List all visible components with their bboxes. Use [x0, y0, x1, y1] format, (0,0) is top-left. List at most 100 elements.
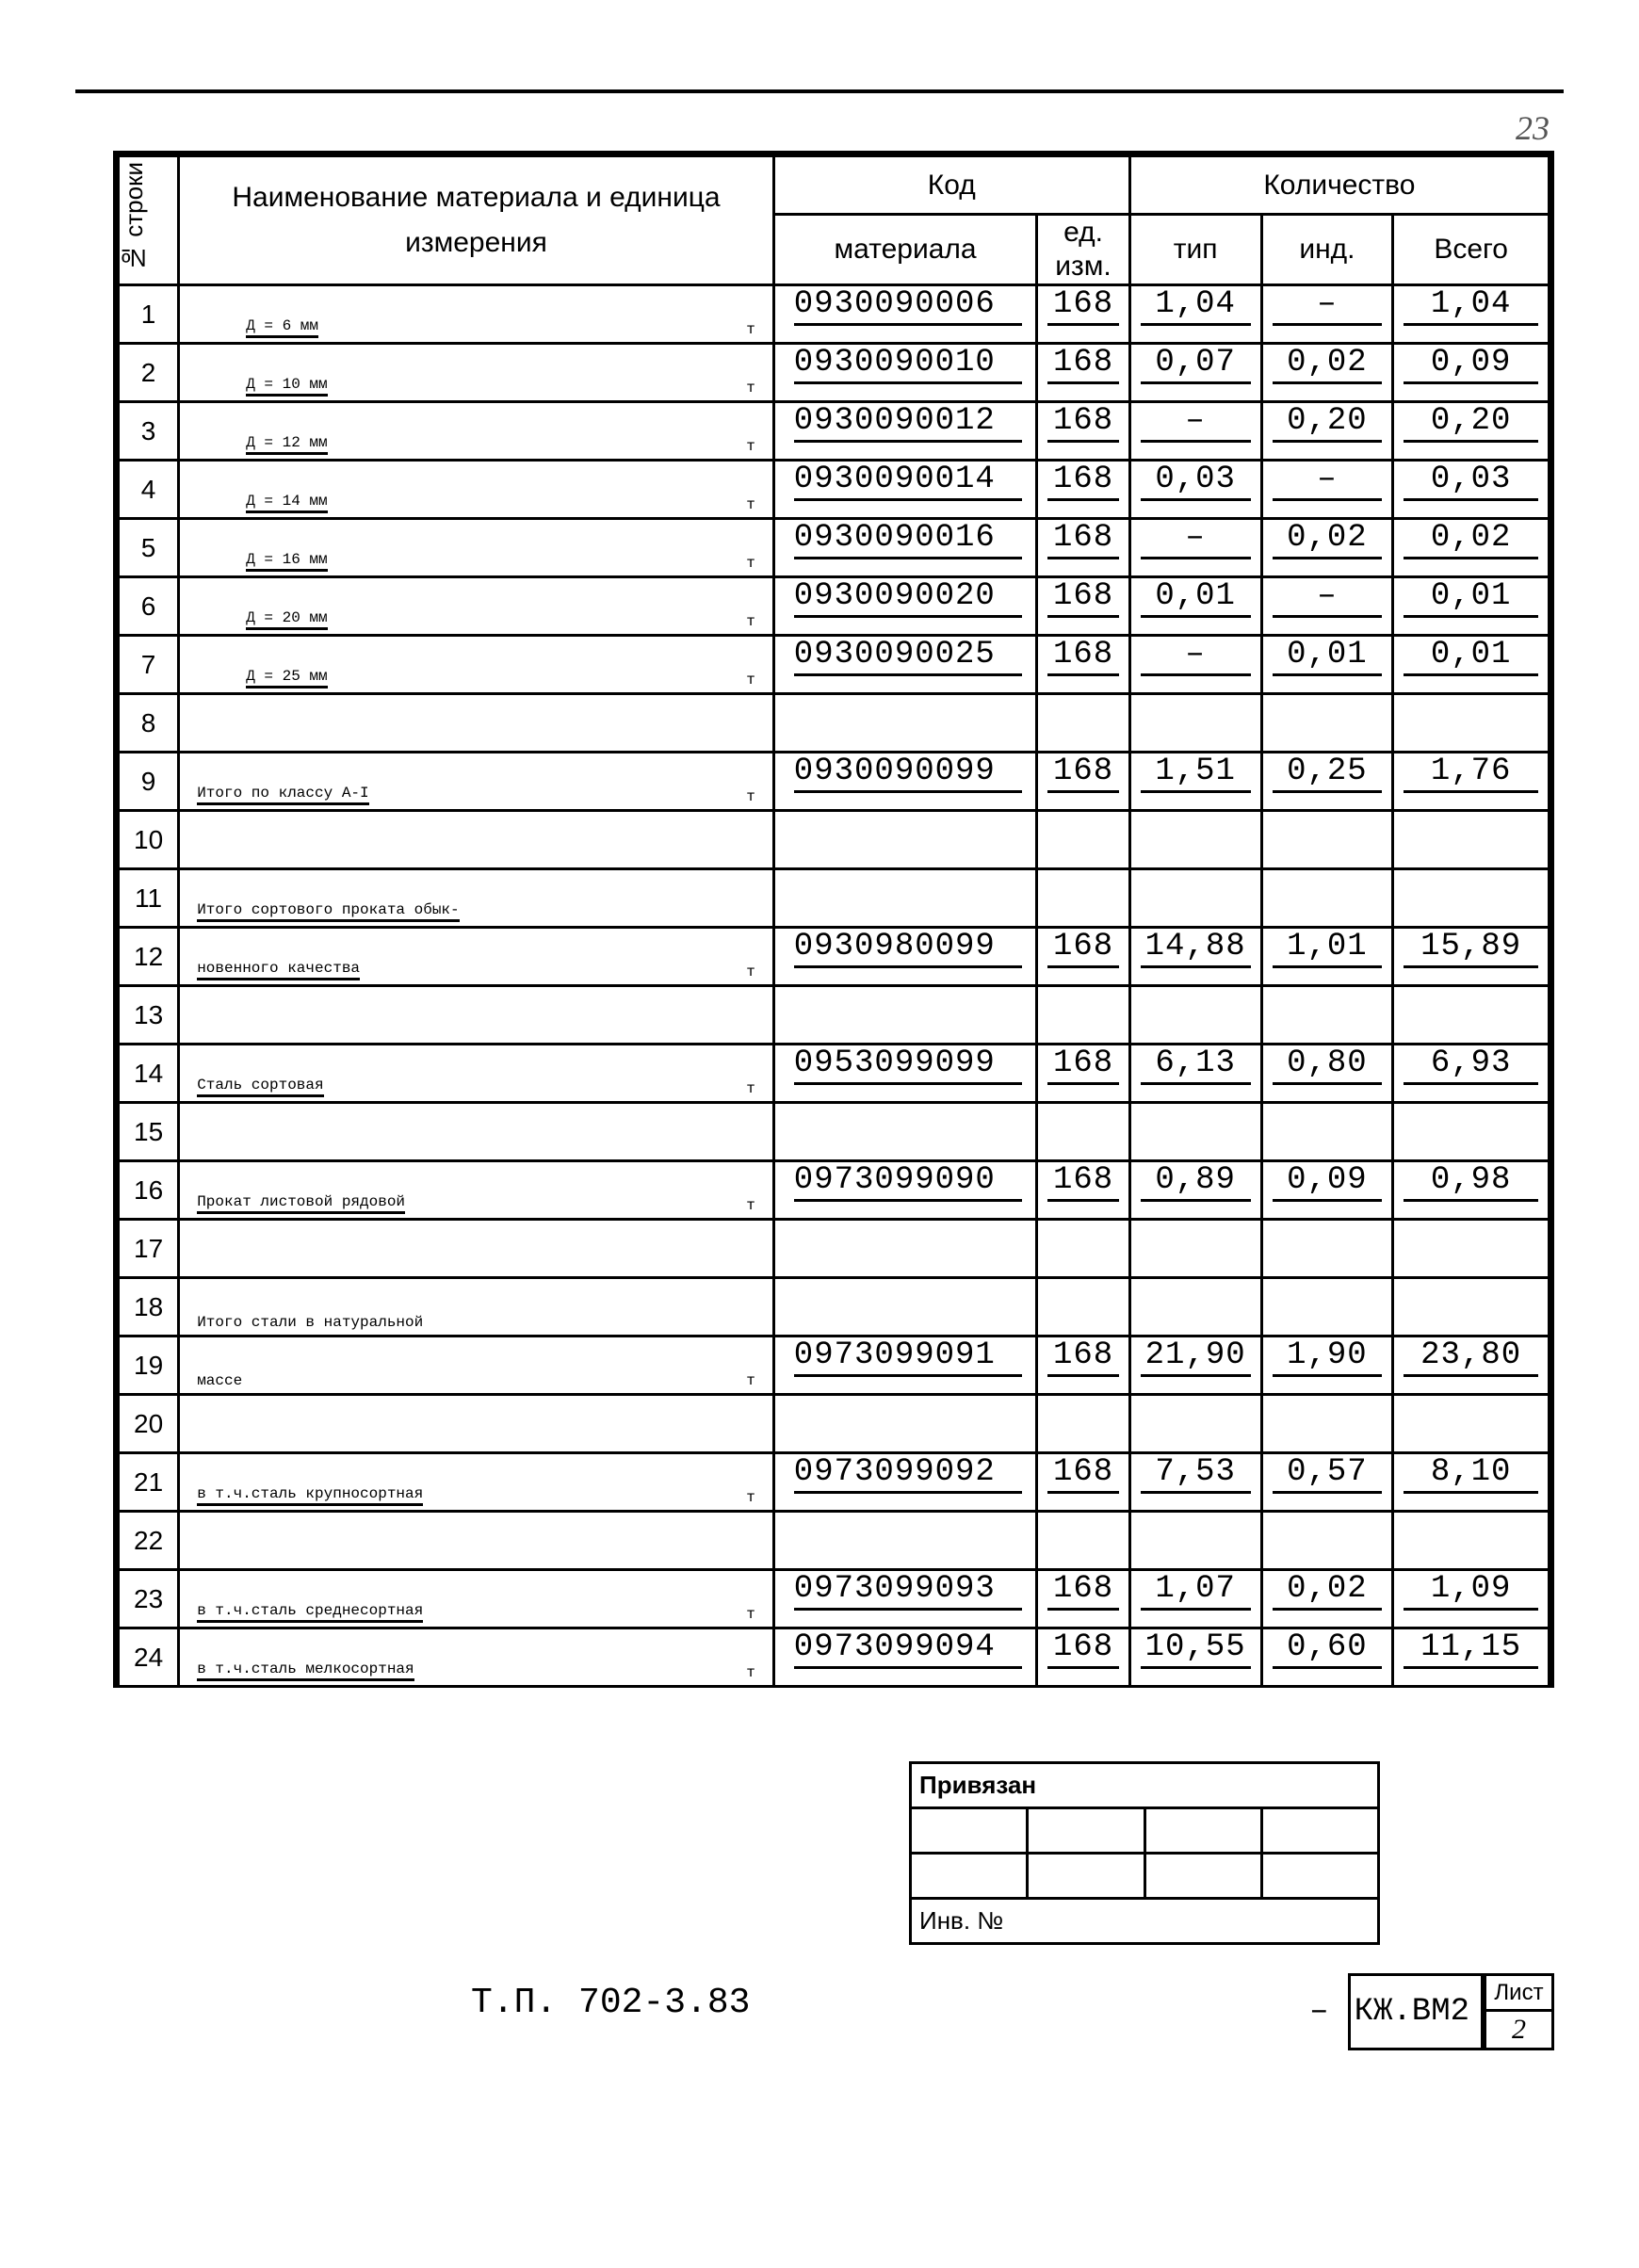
material-name: Итого сортового проката обык- [179, 869, 774, 928]
cell-ind: 0,25 [1261, 753, 1393, 811]
material-name: в т.ч.сталь крупносортнаят [179, 1453, 774, 1512]
row-number: 18 [119, 1278, 179, 1336]
cell-tot [1393, 1395, 1550, 1453]
col-rownum: № строки [119, 156, 179, 285]
cell-tip [1129, 1395, 1261, 1453]
cell-code [773, 1395, 1037, 1453]
cell-ind: 0,02 [1261, 344, 1393, 402]
table-row: 16Прокат листовой рядовойт09730990901680… [119, 1161, 1550, 1220]
row-number: 6 [119, 577, 179, 636]
table-row: 1Д = 6 ммт09300900061681,04–1,04 [119, 285, 1550, 344]
cell-ed [1037, 811, 1129, 869]
row-number: 13 [119, 986, 179, 1045]
cell-ind: 0,60 [1261, 1628, 1393, 1687]
row-number: 4 [119, 461, 179, 519]
cell-tip: 0,07 [1129, 344, 1261, 402]
cell-tot: 0,02 [1393, 519, 1550, 577]
cell-tip: 0,01 [1129, 577, 1261, 636]
cell-code: 0930090020 [773, 577, 1037, 636]
cell-code: 0930980099 [773, 928, 1037, 986]
table-row: 10 [119, 811, 1550, 869]
col-unit: ед. изм. [1037, 215, 1129, 285]
cell-tip [1129, 694, 1261, 753]
table-row: 4Д = 14 ммт09300900141680,03–0,03 [119, 461, 1550, 519]
cell-tip: – [1129, 636, 1261, 694]
table-row: 8 [119, 694, 1550, 753]
cell-ed: 168 [1037, 402, 1129, 461]
material-name: новенного качестват [179, 928, 774, 986]
cell-tip: – [1129, 519, 1261, 577]
cell-ind [1261, 1278, 1393, 1336]
privyazan-block: Привязан Инв. № [909, 1761, 1380, 1945]
table-row: 9Итого по классу А-Iт09300900991681,510,… [119, 753, 1550, 811]
cell-ind: – [1261, 577, 1393, 636]
cell-ind: 0,02 [1261, 1570, 1393, 1628]
cell-ed: 168 [1037, 344, 1129, 402]
cell-ed [1037, 869, 1129, 928]
cell-tot: 1,09 [1393, 1570, 1550, 1628]
table-header: № строки Наименование материала и единиц… [119, 156, 1550, 285]
cell-ed [1037, 1512, 1129, 1570]
cell-code: 0930090025 [773, 636, 1037, 694]
row-number: 14 [119, 1045, 179, 1103]
cell-code: 0930090014 [773, 461, 1037, 519]
row-number: 7 [119, 636, 179, 694]
cell-ind [1261, 1103, 1393, 1161]
row-number: 24 [119, 1628, 179, 1687]
material-name: Д = 6 ммт [179, 285, 774, 344]
table-row: 2Д = 10 ммт09300900101680,070,020,09 [119, 344, 1550, 402]
cell-code: 0973099094 [773, 1628, 1037, 1687]
cell-tot: 1,04 [1393, 285, 1550, 344]
cell-ed: 168 [1037, 1336, 1129, 1395]
cell-ind: 0,02 [1261, 519, 1393, 577]
cell-code: 0930090012 [773, 402, 1037, 461]
cell-tot [1393, 1103, 1550, 1161]
material-name: Д = 14 ммт [179, 461, 774, 519]
row-number: 8 [119, 694, 179, 753]
dash: – [1290, 1973, 1347, 2050]
cell-tip: 0,89 [1129, 1161, 1261, 1220]
col-total: Всего [1393, 215, 1550, 285]
cell-code: 0973099093 [773, 1570, 1037, 1628]
cell-ind [1261, 811, 1393, 869]
material-name: Д = 12 ммт [179, 402, 774, 461]
top-rule [75, 89, 1564, 93]
cell-tot: 0,01 [1393, 577, 1550, 636]
cell-code [773, 1278, 1037, 1336]
cell-tot: 0,98 [1393, 1161, 1550, 1220]
row-number: 2 [119, 344, 179, 402]
materials-table: № строки Наименование материала и единиц… [117, 154, 1550, 1688]
cell-tot [1393, 869, 1550, 928]
material-name: Д = 16 ммт [179, 519, 774, 577]
cell-code: 0953099099 [773, 1045, 1037, 1103]
row-number: 5 [119, 519, 179, 577]
cell-ed [1037, 986, 1129, 1045]
cell-ed [1037, 1278, 1129, 1336]
cell-tot: 11,15 [1393, 1628, 1550, 1687]
table-row: 3Д = 12 ммт0930090012168–0,200,20 [119, 402, 1550, 461]
cell-ind: 0,01 [1261, 636, 1393, 694]
cell-ind [1261, 1395, 1393, 1453]
material-name: в т.ч.сталь мелкосортнаят [179, 1628, 774, 1687]
cell-ed: 168 [1037, 1453, 1129, 1512]
cell-code [773, 1103, 1037, 1161]
cell-code [773, 694, 1037, 753]
cell-ind: 0,80 [1261, 1045, 1393, 1103]
cell-ed: 168 [1037, 1628, 1129, 1687]
cell-code: 0930090099 [773, 753, 1037, 811]
cell-tot [1393, 1220, 1550, 1278]
row-number: 20 [119, 1395, 179, 1453]
cell-ind [1261, 869, 1393, 928]
cell-ed: 168 [1037, 577, 1129, 636]
material-name: Прокат листовой рядовойт [179, 1161, 774, 1220]
material-name: массет [179, 1336, 774, 1395]
cell-ed: 168 [1037, 461, 1129, 519]
row-number: 17 [119, 1220, 179, 1278]
row-number: 22 [119, 1512, 179, 1570]
cell-ind: 1,90 [1261, 1336, 1393, 1395]
cell-tip [1129, 869, 1261, 928]
cell-tip: 10,55 [1129, 1628, 1261, 1687]
row-number: 23 [119, 1570, 179, 1628]
row-number: 19 [119, 1336, 179, 1395]
material-name [179, 1512, 774, 1570]
